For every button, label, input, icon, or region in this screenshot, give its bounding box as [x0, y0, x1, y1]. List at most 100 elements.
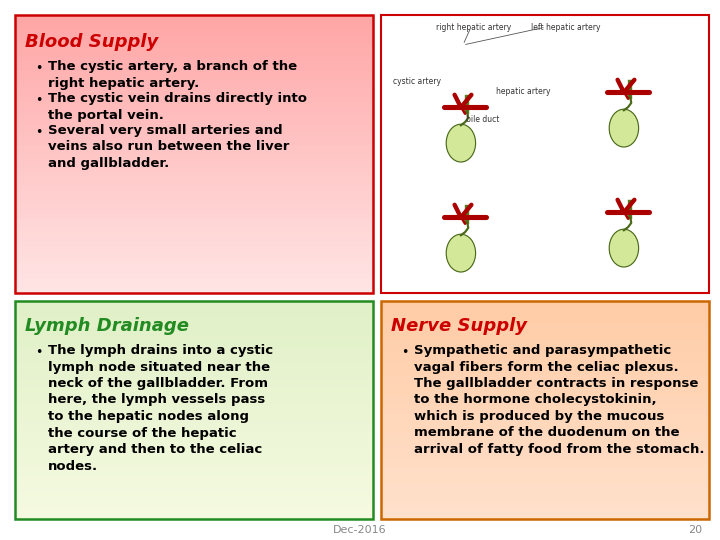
Bar — [15, 414, 373, 419]
Bar — [15, 384, 373, 389]
Bar — [15, 33, 373, 39]
Bar — [381, 445, 709, 450]
Bar — [15, 163, 373, 168]
Bar — [15, 52, 373, 57]
Bar — [15, 112, 373, 117]
Text: right hepatic artery: right hepatic artery — [436, 23, 511, 32]
Bar — [15, 270, 373, 275]
Bar — [15, 314, 373, 319]
Bar — [15, 247, 373, 252]
Bar — [15, 484, 373, 489]
Bar — [381, 475, 709, 480]
Bar — [381, 510, 709, 515]
Text: Several very small arteries and
veins also run between the liver
and gallbladder: Several very small arteries and veins al… — [48, 124, 289, 170]
Text: •: • — [35, 346, 42, 359]
Bar — [15, 388, 373, 393]
Bar — [15, 458, 373, 463]
Bar — [15, 57, 373, 62]
Text: left hepatic artery: left hepatic artery — [531, 23, 600, 32]
Bar — [15, 224, 373, 228]
Bar — [381, 414, 709, 419]
Bar — [381, 327, 709, 332]
Bar — [15, 265, 373, 271]
Bar — [15, 117, 373, 122]
Bar — [381, 314, 709, 319]
Bar — [381, 436, 709, 441]
Text: •: • — [401, 346, 408, 359]
Bar — [381, 454, 709, 458]
Bar — [381, 319, 709, 323]
Text: •: • — [35, 126, 42, 139]
Bar — [15, 375, 373, 380]
Bar — [15, 75, 373, 80]
Text: Nerve Supply: Nerve Supply — [391, 317, 527, 335]
Bar — [15, 150, 373, 154]
Bar — [15, 349, 373, 354]
Bar — [381, 357, 709, 362]
Bar — [381, 301, 709, 306]
Bar — [15, 71, 373, 76]
Bar — [15, 367, 373, 372]
Text: •: • — [35, 62, 42, 75]
Bar — [381, 471, 709, 476]
Bar — [15, 24, 373, 29]
Bar — [381, 397, 709, 402]
Bar — [15, 480, 373, 484]
Bar — [15, 401, 373, 406]
Bar — [381, 362, 709, 367]
Bar — [15, 362, 373, 367]
Ellipse shape — [609, 109, 639, 147]
Text: •: • — [35, 94, 42, 107]
Text: The lymph drains into a cystic
lymph node situated near the
neck of the gallblad: The lymph drains into a cystic lymph nod… — [48, 344, 273, 472]
Bar — [381, 388, 709, 393]
Bar — [15, 406, 373, 410]
Text: 20: 20 — [688, 525, 702, 535]
Bar — [381, 515, 709, 519]
Bar — [15, 168, 373, 173]
Bar — [15, 29, 373, 34]
Bar — [381, 349, 709, 354]
Bar — [15, 186, 373, 192]
Bar — [15, 462, 373, 467]
Text: The cystic vein drains directly into
the portal vein.: The cystic vein drains directly into the… — [48, 92, 307, 122]
Bar — [381, 441, 709, 446]
Bar — [15, 445, 373, 450]
Bar — [15, 332, 373, 336]
Bar — [15, 357, 373, 362]
Bar — [15, 89, 373, 94]
Bar — [381, 353, 709, 358]
Bar — [15, 274, 373, 280]
Bar — [381, 418, 709, 423]
Bar — [15, 327, 373, 332]
Bar — [15, 233, 373, 238]
Bar — [15, 397, 373, 402]
Bar — [15, 323, 373, 328]
FancyBboxPatch shape — [381, 15, 709, 293]
Bar — [15, 510, 373, 515]
Bar — [381, 310, 709, 315]
Bar — [15, 428, 373, 433]
Bar — [15, 261, 373, 266]
Bar — [15, 15, 373, 20]
Bar — [15, 336, 373, 341]
Bar — [15, 471, 373, 476]
Bar — [15, 210, 373, 215]
Bar — [381, 375, 709, 380]
Bar — [15, 423, 373, 428]
Bar — [381, 367, 709, 372]
Text: Lymph Drainage: Lymph Drainage — [25, 317, 189, 335]
Bar — [15, 380, 373, 384]
Bar — [15, 242, 373, 247]
Bar — [381, 345, 709, 349]
Bar — [15, 301, 373, 306]
Bar — [15, 371, 373, 376]
Bar — [15, 19, 373, 25]
Bar — [381, 336, 709, 341]
Text: bile duct: bile duct — [466, 115, 500, 124]
Bar — [15, 497, 373, 502]
Bar — [15, 340, 373, 345]
Bar — [381, 493, 709, 498]
Bar — [381, 458, 709, 463]
Bar — [381, 506, 709, 511]
Bar — [15, 279, 373, 284]
